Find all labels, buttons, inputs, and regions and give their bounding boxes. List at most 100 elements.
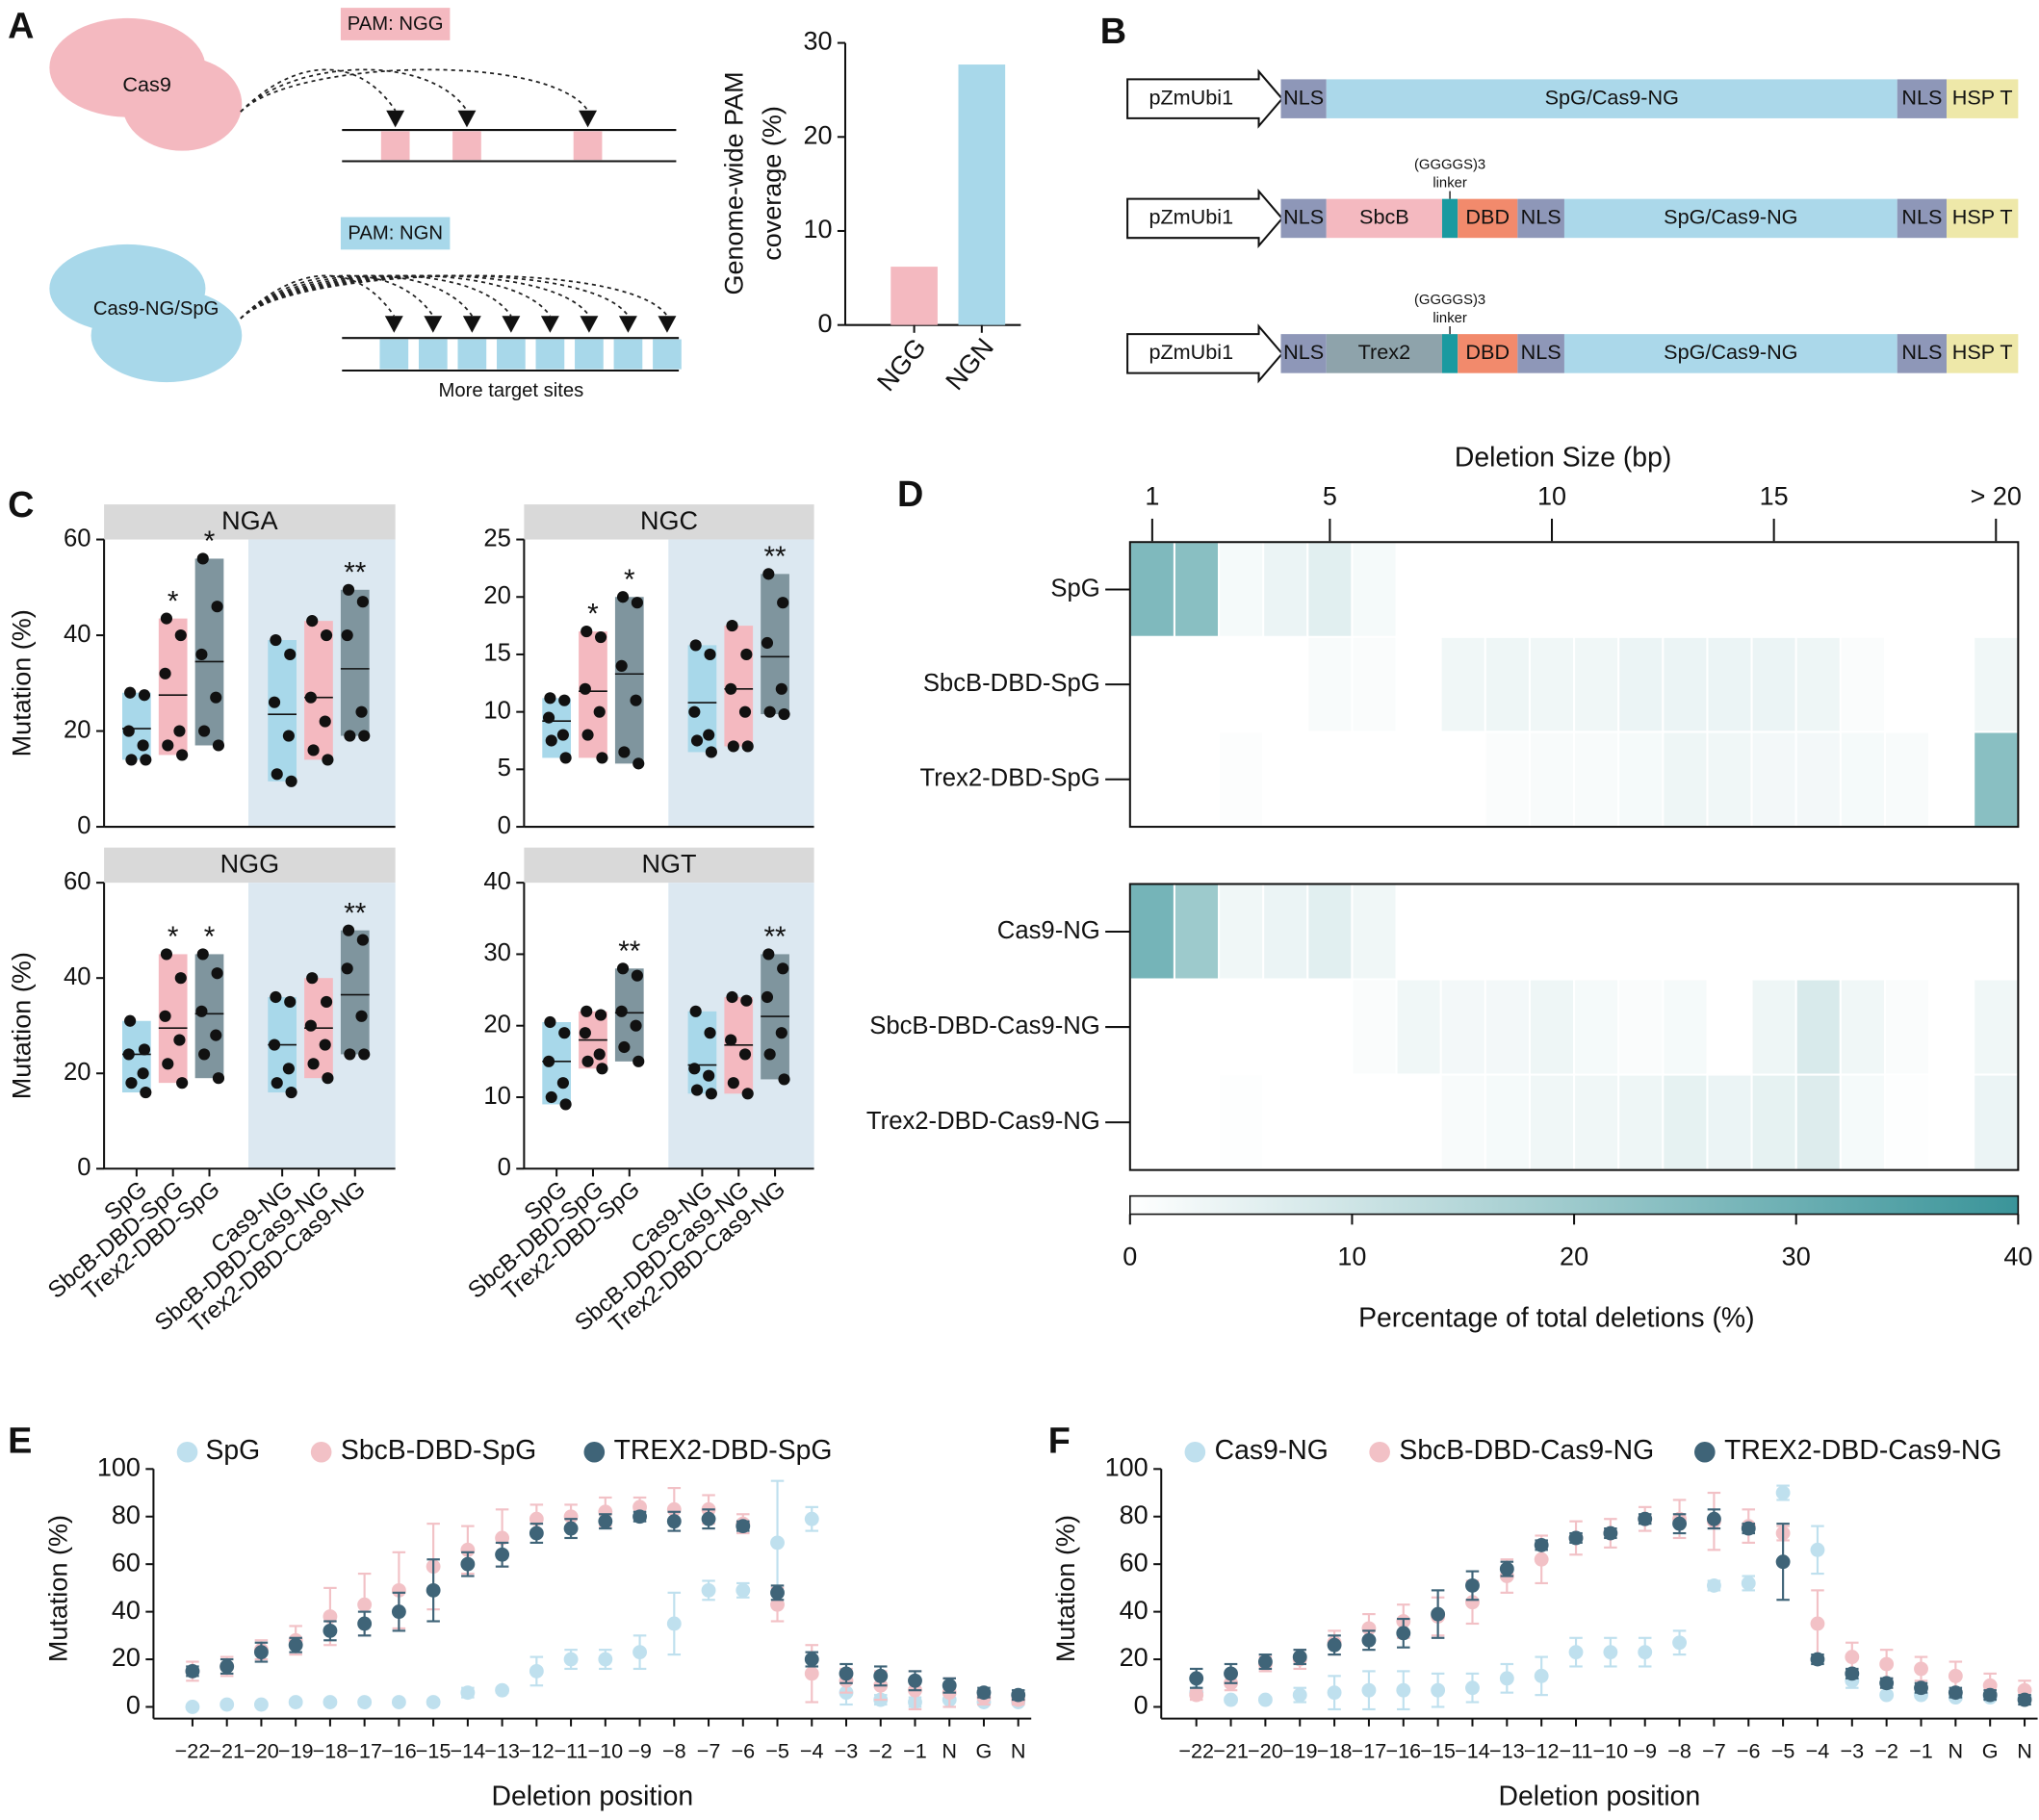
colorbar-tick-label: 0 bbox=[1123, 1243, 1137, 1271]
heat-cell bbox=[1839, 635, 1886, 733]
dot bbox=[344, 730, 356, 742]
colorbar-tick-label: 10 bbox=[1337, 1243, 1366, 1271]
colorbar-label: Percentage of total deletions (%) bbox=[1358, 1302, 1754, 1333]
dot bbox=[174, 972, 187, 985]
x-tick-label: −7 bbox=[697, 1738, 721, 1762]
dot bbox=[268, 696, 281, 708]
dot bbox=[173, 725, 186, 737]
construct-part-label: SpG/Cas9-NG bbox=[1664, 340, 1797, 364]
dot bbox=[306, 615, 319, 628]
legend-marker bbox=[583, 1441, 606, 1463]
point bbox=[1568, 1530, 1584, 1546]
arc bbox=[240, 274, 434, 320]
significance: ** bbox=[618, 936, 641, 967]
heat-cell bbox=[1173, 1073, 1221, 1171]
dot bbox=[176, 1077, 189, 1089]
heat-cell bbox=[1617, 1073, 1665, 1171]
y-tick-label: 80 bbox=[112, 1500, 141, 1529]
significance: * bbox=[168, 585, 179, 617]
heat-cell bbox=[1351, 731, 1398, 829]
significance: * bbox=[168, 921, 179, 953]
x-tick-label: −17 bbox=[1352, 1738, 1387, 1762]
dot bbox=[542, 711, 555, 724]
dot bbox=[122, 725, 135, 737]
dot bbox=[741, 740, 754, 753]
dot bbox=[727, 1077, 739, 1089]
heat-cell bbox=[1173, 978, 1221, 1076]
range-bar bbox=[542, 698, 572, 758]
dot bbox=[319, 1038, 331, 1051]
dot bbox=[271, 1077, 283, 1089]
x-tick-label: −6 bbox=[1737, 1738, 1761, 1762]
heat-cell bbox=[1973, 1073, 2020, 1171]
dot bbox=[558, 694, 571, 706]
legend-label: SbcB-DBD-Cas9-NG bbox=[1399, 1435, 1654, 1466]
facet-strip bbox=[524, 504, 814, 540]
point bbox=[460, 1685, 476, 1701]
dot bbox=[285, 775, 297, 787]
construct-part-label: NLS bbox=[1283, 205, 1324, 229]
heat-cell bbox=[1883, 731, 1931, 829]
construct-part bbox=[1947, 334, 2019, 373]
dot bbox=[616, 591, 630, 603]
point bbox=[1257, 1654, 1273, 1669]
y-tick-label: 10 bbox=[483, 1083, 511, 1110]
dot bbox=[268, 1038, 281, 1051]
point bbox=[1292, 1650, 1307, 1665]
bar bbox=[890, 267, 938, 325]
dot bbox=[159, 667, 171, 679]
heat-cell bbox=[1794, 1073, 1842, 1171]
heat-cell bbox=[1973, 541, 2020, 638]
linker-label: (GGGGS)3 bbox=[1414, 293, 1485, 308]
y-axis-label: Mutation (%) bbox=[1051, 1515, 1080, 1662]
dot bbox=[307, 1058, 320, 1070]
dot bbox=[211, 967, 223, 980]
construct-part bbox=[1563, 198, 1897, 239]
heat-cell bbox=[1395, 978, 1442, 1076]
heat-cell bbox=[1617, 883, 1665, 981]
x-tick-label: −1 bbox=[903, 1738, 927, 1762]
dot bbox=[358, 730, 371, 742]
pam-label: PAM: NGN bbox=[348, 222, 443, 244]
significance: * bbox=[204, 921, 216, 953]
arrowhead bbox=[579, 110, 598, 128]
dot bbox=[559, 1098, 572, 1111]
dot bbox=[356, 596, 369, 608]
x-tick-label: −10 bbox=[587, 1738, 623, 1762]
dot bbox=[778, 707, 790, 721]
dot bbox=[705, 746, 717, 758]
point bbox=[529, 1663, 544, 1679]
facet-strip bbox=[524, 847, 814, 884]
dot bbox=[284, 995, 297, 1009]
point bbox=[1361, 1682, 1377, 1698]
dot bbox=[285, 1086, 297, 1099]
dot bbox=[690, 734, 704, 747]
dot bbox=[212, 1072, 225, 1085]
construct-part bbox=[1280, 334, 1327, 373]
dot bbox=[210, 1029, 222, 1041]
x-axis-label: Deletion position bbox=[491, 1782, 693, 1812]
heat-cell bbox=[1351, 1073, 1398, 1171]
x-tick-label: N bbox=[1011, 1738, 1026, 1762]
dot bbox=[594, 630, 607, 644]
x-tick-label: −5 bbox=[1771, 1738, 1795, 1762]
point bbox=[426, 1582, 441, 1598]
x-tick-label: G bbox=[1982, 1738, 1999, 1762]
x-tick-label: −5 bbox=[765, 1738, 789, 1762]
construct-part-label: HSP T bbox=[1952, 205, 2013, 229]
heat-cell bbox=[1128, 1073, 1175, 1171]
pam-site bbox=[380, 131, 410, 161]
panel-label: A bbox=[8, 7, 34, 47]
point bbox=[1603, 1645, 1618, 1660]
y-tick-label: 0 bbox=[817, 309, 832, 338]
y-tick-label: 40 bbox=[1120, 1596, 1149, 1625]
x-tick-label: 15 bbox=[1760, 481, 1789, 510]
construct-part-label: NLS bbox=[1521, 340, 1562, 364]
row-label: Cas9-NG bbox=[997, 917, 1100, 944]
arrowhead bbox=[502, 316, 521, 333]
point bbox=[563, 1652, 579, 1667]
heat-cell bbox=[1662, 1073, 1709, 1171]
heat-cell bbox=[1573, 635, 1620, 733]
dot bbox=[195, 1005, 208, 1017]
heat-cell bbox=[1662, 635, 1709, 733]
